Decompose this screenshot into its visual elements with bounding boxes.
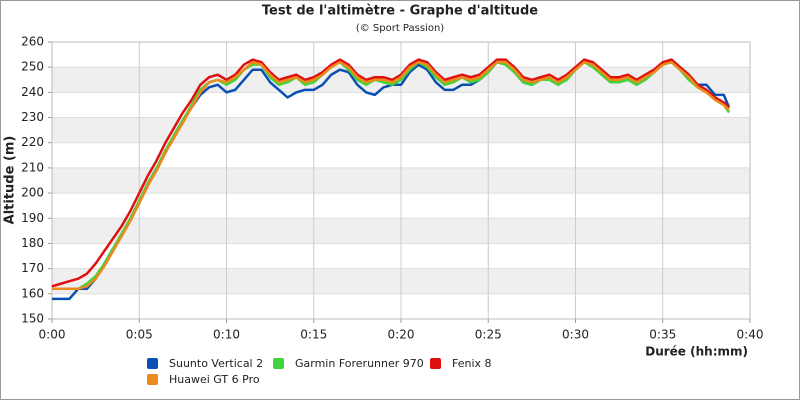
x-axis-label: Durée (hh:mm) (645, 345, 748, 359)
y-tick-label: 190 (21, 211, 44, 225)
x-tick-label: 0:35 (649, 328, 676, 342)
y-tick-label: 170 (21, 261, 44, 275)
y-tick-label: 230 (21, 110, 44, 124)
y-axis-label: Altitude (m) (3, 136, 18, 225)
x-tick-label: 0:25 (475, 328, 502, 342)
plot-border (51, 41, 751, 320)
y-tick-label: 240 (21, 85, 44, 99)
x-tick-label: 0:05 (126, 328, 153, 342)
series-line (52, 60, 731, 291)
y-tick-label: 210 (21, 160, 44, 174)
x-tick-label: 0:30 (562, 328, 589, 342)
legend-swatch (273, 358, 284, 369)
series-line (52, 60, 730, 291)
y-tick-label: 150 (21, 312, 44, 326)
legend-swatch (147, 374, 158, 385)
legend-swatch (430, 358, 441, 369)
legend-label: Suunto Vertical 2 (169, 357, 263, 370)
y-tick-label: 180 (21, 236, 44, 250)
x-tick-label: 0:10 (213, 328, 240, 342)
x-tick-label: 0:15 (300, 328, 327, 342)
legend-label: Garmin Forerunner 970 (295, 357, 424, 370)
x-tick-label: 0:40 (737, 328, 764, 342)
legend-swatch (147, 358, 158, 369)
legend-label: Huawei GT 6 Pro (169, 373, 260, 386)
legend-label: Fenix 8 (452, 357, 492, 370)
y-tick-label: 260 (21, 35, 44, 49)
chart-title: Test de l'altimètre - Graphe d'altitude (262, 4, 538, 19)
y-tick-label: 200 (21, 186, 44, 200)
y-tick-label: 160 (21, 286, 44, 300)
chart-subtitle: (© Sport Passion) (356, 23, 444, 34)
x-tick-label: 0:20 (388, 328, 415, 342)
x-tick-label: 0:00 (39, 328, 66, 342)
y-tick-label: 220 (21, 135, 44, 149)
series-line (51, 58, 730, 288)
y-tick-label: 250 (21, 60, 44, 74)
